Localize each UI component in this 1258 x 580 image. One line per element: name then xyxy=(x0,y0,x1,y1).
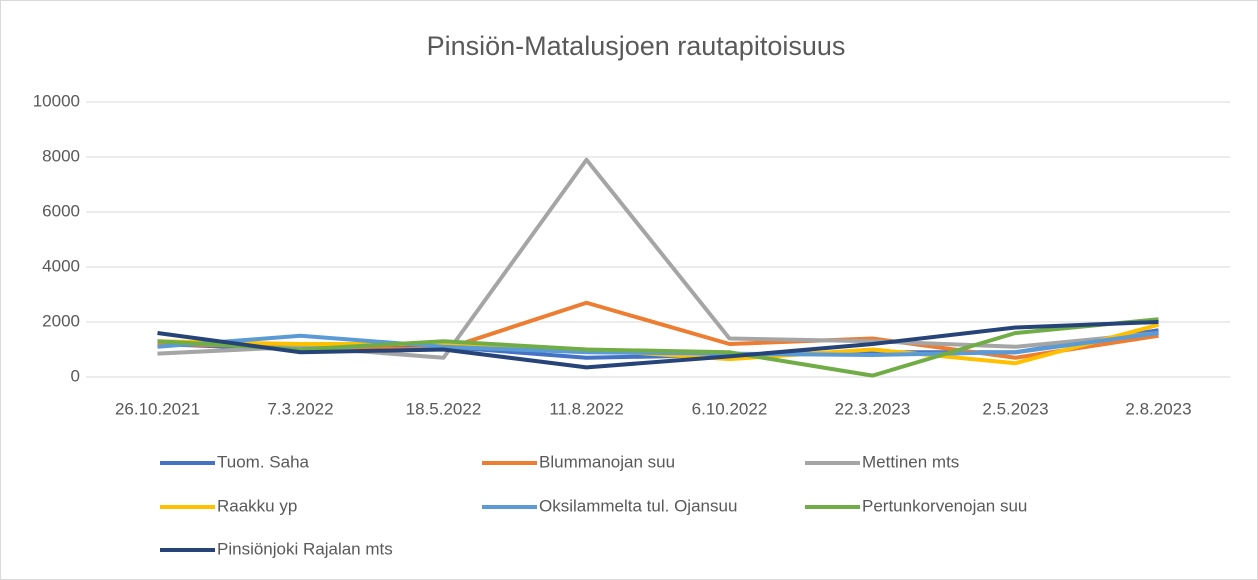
data-line xyxy=(157,317,1159,378)
chart-title: Pinsiön-Matalusjoen rautapitoisuus xyxy=(427,31,846,61)
y-tick-label: 4000 xyxy=(42,256,80,275)
y-tick-label: 2000 xyxy=(42,311,80,330)
y-tick-label: 10000 xyxy=(33,91,80,110)
x-tick-label: 7.3.2022 xyxy=(267,399,333,418)
x-tick-label: 11.8.2022 xyxy=(549,399,623,418)
y-tick-label: 8000 xyxy=(42,146,80,165)
data-line xyxy=(157,331,1159,357)
x-tick-label: 6.10.2022 xyxy=(692,399,768,418)
legend-label: Tuom. Saha xyxy=(217,452,310,471)
x-tick-label: 2.8.2023 xyxy=(1125,399,1191,418)
legend-label: Pinsiönjoki Rajalan mts xyxy=(217,539,393,558)
legend-label: Blummanojan suu xyxy=(539,452,675,471)
x-tick-label: 22.3.2023 xyxy=(835,399,911,418)
legend-label: Oksilammelta tul. Ojansuu xyxy=(539,496,737,515)
y-tick-label: 6000 xyxy=(42,201,80,220)
legend-label: Pertunkorvenojan suu xyxy=(862,496,1027,515)
x-tick-label: 18.5.2022 xyxy=(406,399,482,418)
x-tick-label: 2.5.2023 xyxy=(982,399,1048,418)
y-tick-label: 0 xyxy=(71,366,80,385)
legend-label: Raakku yp xyxy=(217,496,297,515)
x-tick-label: 26.10.2021 xyxy=(115,399,200,418)
data-line xyxy=(157,320,1159,370)
legend-label: Mettinen mts xyxy=(862,452,959,471)
